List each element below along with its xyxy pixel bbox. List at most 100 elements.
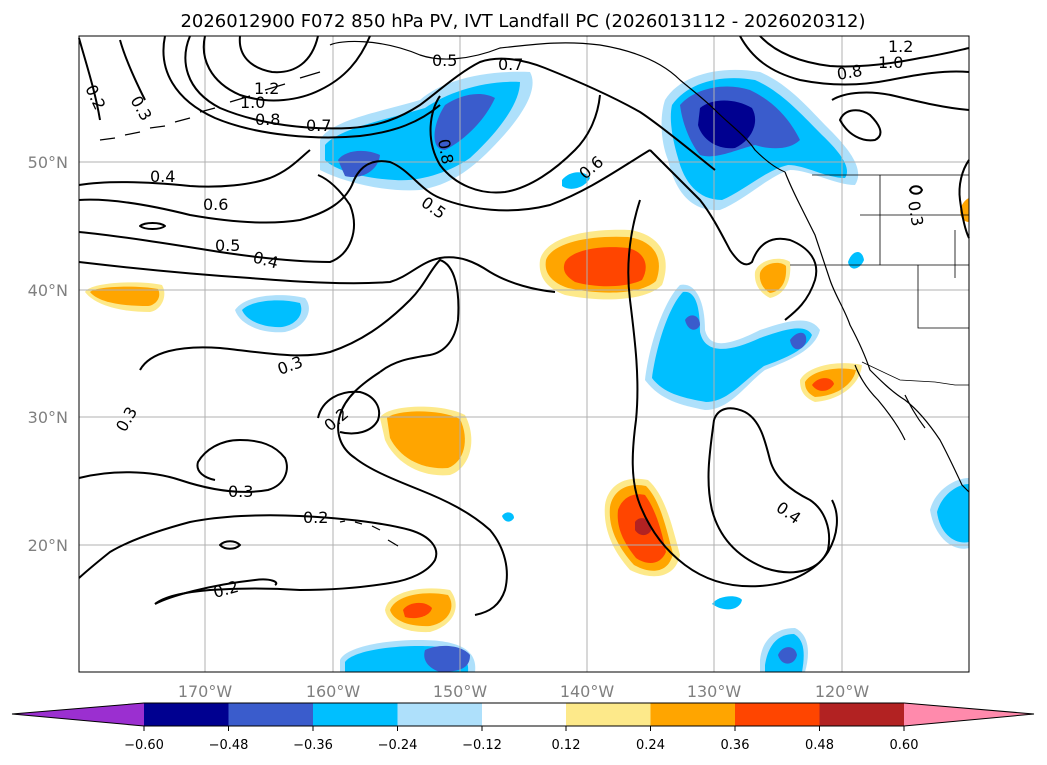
contour-west-band-4 bbox=[78, 256, 556, 293]
lon-label: 120°W bbox=[815, 682, 870, 701]
contour-03-west-edge bbox=[119, 39, 146, 101]
lon-label: 170°W bbox=[178, 682, 233, 701]
lat-label: 50°N bbox=[28, 153, 68, 172]
colorbar-tick-label: −0.12 bbox=[462, 738, 502, 753]
contour-04-east bbox=[707, 407, 830, 574]
colorbar-extend-max bbox=[904, 703, 1034, 726]
contour-label: 1.0 bbox=[240, 93, 265, 112]
contour-ne-4 bbox=[831, 91, 970, 111]
contour-blob bbox=[139, 222, 166, 230]
colorbar-tick-label: 0.24 bbox=[636, 738, 665, 753]
contour-north-ridge-1 bbox=[184, 35, 716, 171]
colorbar-ticks bbox=[143, 726, 905, 731]
map-panel: 0.2 0.3 1.2 1.0 0.8 0.7 0.5 0.7 0.8 0.5 … bbox=[78, 35, 970, 673]
colorbar-segment bbox=[313, 703, 398, 726]
contour-label: 0.5 bbox=[432, 51, 457, 70]
lat-label: 40°N bbox=[28, 281, 68, 300]
contour-06-coast bbox=[649, 149, 818, 321]
contour-02-loop bbox=[317, 390, 380, 435]
colorbar-tick-label: 0.12 bbox=[552, 738, 581, 753]
positive-anomaly-baja-core bbox=[812, 378, 834, 391]
contour-west-band-1 bbox=[78, 149, 651, 224]
baja-california bbox=[854, 364, 926, 441]
negative-anomaly-small-4 bbox=[502, 512, 514, 522]
north-america-west-coast bbox=[784, 171, 970, 493]
contour-ne-2 bbox=[759, 35, 970, 68]
contour-label: 0.3 bbox=[904, 199, 927, 227]
colorbar-tick-label: 0.36 bbox=[721, 738, 750, 753]
colorbar-tick-label: −0.60 bbox=[124, 738, 164, 753]
negative-anomaly-small-3 bbox=[848, 251, 864, 269]
positive-anomaly-subtropics-mid bbox=[387, 411, 465, 469]
contour-03-central bbox=[139, 259, 460, 373]
colorbar-tick-label: −0.48 bbox=[209, 738, 249, 753]
contour-hawaii-dot bbox=[219, 540, 241, 550]
contour-label: 0.3 bbox=[228, 482, 253, 501]
contour-label: 1.2 bbox=[254, 79, 279, 98]
contour-02-south bbox=[78, 514, 438, 605]
contour-label: 0.6 bbox=[203, 195, 228, 214]
positive-anomaly-west-mid bbox=[90, 286, 160, 306]
alaska-coast bbox=[329, 40, 786, 173]
colorbar-tick-label: −0.36 bbox=[293, 738, 333, 753]
contour-west-band-2 bbox=[78, 149, 311, 188]
contour-north-ridge-2 bbox=[162, 35, 441, 139]
contour-label: 0.8 bbox=[434, 137, 457, 165]
negative-anomaly-bc-coast-peak bbox=[698, 100, 756, 149]
colorbar-segment bbox=[482, 703, 566, 726]
contour-label: 0.7 bbox=[498, 55, 523, 74]
figure-title: 2026012900 F072 850 hPa PV, IVT Landfall… bbox=[180, 11, 865, 32]
negative-anomaly-central-band-core bbox=[685, 315, 807, 350]
contour-label: 0.4 bbox=[150, 167, 175, 186]
pv-contours bbox=[78, 35, 970, 616]
negative-anomaly-gulf-alaska-core bbox=[338, 94, 495, 178]
positive-anomaly-north-pacific-core bbox=[563, 247, 646, 287]
contour-03-west bbox=[78, 439, 288, 493]
lon-label: 150°W bbox=[433, 682, 488, 701]
colorbar-tick-label: 0.48 bbox=[805, 738, 834, 753]
positive-anomaly-california-mid bbox=[759, 262, 787, 293]
contour-label: 0.7 bbox=[306, 116, 331, 135]
contour-02-small bbox=[154, 578, 278, 605]
colorbar-tick-labels: −0.60 −0.48 −0.36 −0.24 −0.12 0.12 0.24 … bbox=[124, 738, 918, 753]
contour-east-edge bbox=[958, 159, 970, 239]
negative-anomaly-south-2-core bbox=[778, 647, 797, 664]
map-frame bbox=[78, 35, 970, 673]
colorbar-tick-label: −0.24 bbox=[378, 738, 418, 753]
positive-anomaly-south-core bbox=[403, 602, 432, 619]
coastlines bbox=[99, 40, 970, 547]
colorbar-segment bbox=[819, 703, 904, 726]
contour-west-band-3 bbox=[78, 174, 355, 263]
lon-label: 130°W bbox=[687, 682, 742, 701]
contour-ne-3 bbox=[839, 109, 882, 142]
contour-label: 1.2 bbox=[888, 37, 913, 56]
colorbar-tick-label: 0.60 bbox=[890, 738, 919, 753]
colorbar-segment bbox=[397, 703, 482, 726]
colorbar-segment bbox=[144, 703, 229, 726]
longitude-labels: 170°W 160°W 150°W 140°W 130°W 120°W bbox=[178, 682, 870, 701]
colorbar-segment bbox=[566, 703, 651, 726]
negative-anomaly-east-mid bbox=[937, 484, 969, 543]
us-state-borders bbox=[790, 175, 969, 329]
latitude-labels: 50°N 40°N 30°N 20°N bbox=[28, 153, 68, 555]
contour-north-ridge-4 bbox=[238, 35, 319, 74]
contour-east-08-loop bbox=[909, 185, 923, 195]
contour-label: 0.2 bbox=[303, 508, 328, 527]
contour-label: 0.5 bbox=[215, 236, 240, 255]
shaded-field bbox=[85, 69, 969, 672]
lat-label: 30°N bbox=[28, 408, 68, 427]
us-mexico-border bbox=[861, 361, 969, 386]
contour-label: 1.0 bbox=[878, 53, 903, 72]
colorbar: −0.60 −0.48 −0.36 −0.24 −0.12 0.12 0.24 … bbox=[11, 702, 1035, 753]
lat-label: 20°N bbox=[28, 536, 68, 555]
negative-anomaly-small-2 bbox=[712, 596, 742, 610]
contour-label: 0.8 bbox=[255, 110, 280, 129]
hawaii-islands bbox=[339, 520, 399, 547]
aleutian-islands bbox=[99, 71, 321, 141]
colorbar-extend-min bbox=[12, 703, 144, 726]
contour-north-ridge-3 bbox=[202, 35, 371, 102]
contour-low-pv bbox=[429, 94, 601, 194]
colorbar-segment bbox=[735, 703, 820, 726]
negative-anomaly-south-1-core bbox=[424, 645, 470, 672]
